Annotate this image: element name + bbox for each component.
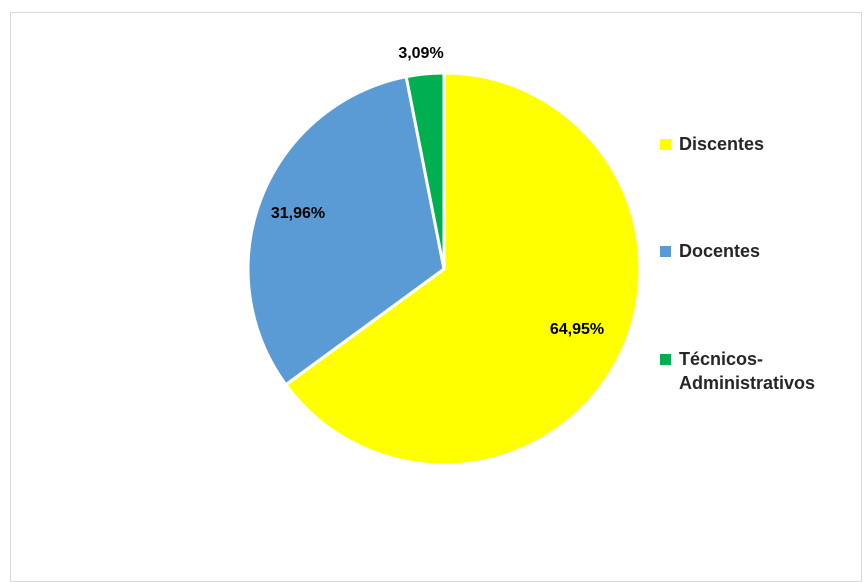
legend-swatch-tecnicos-administrativos bbox=[660, 354, 671, 365]
data-label-discentes: 64,95% bbox=[550, 321, 604, 338]
legend-item-discentes: Discentes bbox=[660, 132, 859, 156]
legend-label-docentes: Docentes bbox=[679, 241, 761, 261]
pie-slice-tecnicos-administrativos bbox=[404, 71, 446, 270]
legend-swatch-docentes bbox=[660, 246, 671, 257]
pie-slice-discentes bbox=[283, 71, 642, 467]
data-label-docentes: 31,96% bbox=[271, 205, 325, 222]
legend-item-tecnicos-administrativos: Técnicos- Administrativos bbox=[660, 347, 859, 395]
legend-item-docentes: Docentes bbox=[660, 239, 859, 263]
pie-slice-docentes bbox=[246, 74, 446, 387]
pie-slices bbox=[246, 71, 642, 467]
legend-swatch-discentes bbox=[660, 139, 671, 150]
legend-label-tecnicos-administrativos: Técnicos- Administrativos bbox=[679, 349, 816, 393]
data-label-tecnicos-administrativos: 3,09% bbox=[398, 45, 443, 62]
legend-label-discentes: Discentes bbox=[679, 134, 765, 154]
pie-data-labels: 64,95% 31,96% 3,09% bbox=[271, 45, 604, 338]
